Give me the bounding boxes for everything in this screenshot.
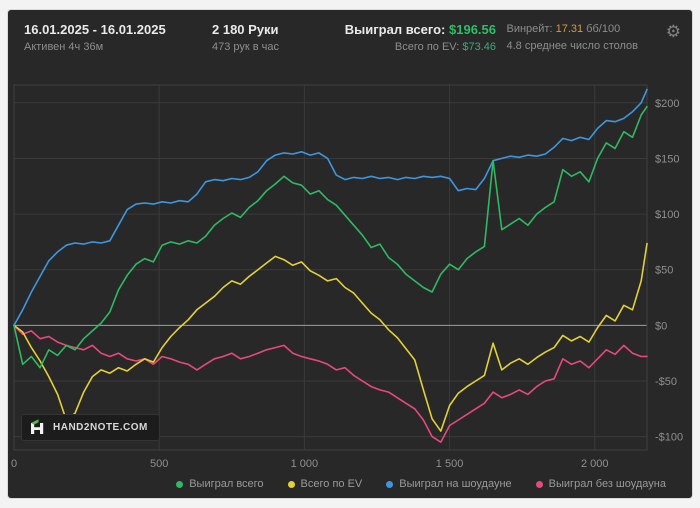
date-range: 16.01.2025 - 16.01.2025	[24, 22, 166, 37]
legend-item-ev[interactable]: Всего по EV	[287, 478, 363, 490]
hand2note-logo-icon	[29, 419, 46, 436]
svg-text:500: 500	[150, 458, 168, 470]
winrate-value: 17.31	[555, 23, 584, 35]
svg-text:-$50: -$50	[655, 376, 677, 388]
total-won-label: Выиграл всего:	[344, 22, 446, 37]
svg-text:$200: $200	[655, 98, 679, 110]
active-time: Активен 4ч 36м	[24, 41, 104, 53]
winrate-label: Винрейт:	[506, 23, 553, 35]
avg-tables: 4.8 среднее число столов	[506, 40, 638, 52]
svg-text:0: 0	[11, 458, 17, 470]
hands-count: 2 180 Руки	[212, 22, 279, 37]
ev-value: $73.46	[462, 41, 496, 53]
session-header: 16.01.2025 - 16.01.2025 Активен 4ч 36м 2…	[8, 10, 692, 74]
ev-label: Всего по EV:	[394, 41, 460, 53]
hand2note-logo: HAND2NOTE.COM	[21, 414, 160, 441]
total-won-value: $196.56	[449, 22, 496, 37]
svg-text:$150: $150	[655, 153, 679, 165]
chart-canvas: 0 500 1 000 1 500 2 000 $200 $150 $100 $50 $0 -$50…	[11, 84, 683, 470]
legend-label: Выиграл всего	[189, 478, 264, 490]
winrate-unit: бб/100	[586, 23, 621, 35]
svg-text:$50: $50	[655, 265, 673, 277]
winnings-block: Выиграл всего: $196.56 Всего по EV: $73.…	[340, 23, 496, 74]
chart-legend: Выиграл всего Всего по EV Выиграл на шоу…	[176, 478, 666, 490]
hands-per-hour: 473 рук в час	[212, 41, 280, 53]
legend-dot-pink-icon	[535, 480, 543, 488]
legend-dot-blue-icon	[386, 480, 394, 488]
svg-text:1 500: 1 500	[436, 458, 464, 470]
legend-dot-green-icon	[176, 480, 184, 488]
legend-item-showdown[interactable]: Выиграл на шоудауне	[386, 478, 512, 490]
legend-label: Выиграл на шоудауне	[399, 478, 512, 490]
legend-item-total-won[interactable]: Выиграл всего	[176, 478, 264, 490]
legend-label: Выиграл без шоудауна	[548, 478, 666, 490]
legend-label: Всего по EV	[300, 478, 363, 490]
hand2note-logo-text: HAND2NOTE.COM	[53, 422, 148, 433]
date-block: 16.01.2025 - 16.01.2025 Активен 4ч 36м	[24, 23, 212, 74]
legend-item-non-showdown[interactable]: Выиграл без шоудауна	[535, 478, 666, 490]
legend-dot-yellow-icon	[287, 480, 295, 488]
svg-text:$100: $100	[655, 209, 679, 221]
session-stats-window: 16.01.2025 - 16.01.2025 Активен 4ч 36м 2…	[8, 10, 692, 498]
hands-block: 2 180 Руки 473 рук в час	[212, 23, 340, 74]
svg-text:1 000: 1 000	[291, 458, 319, 470]
svg-text:$0: $0	[655, 320, 667, 332]
winrate-block: Винрейт: 17.31 бб/100 4.8 среднее число …	[506, 23, 638, 74]
svg-text:2 000: 2 000	[581, 458, 609, 470]
settings-gear-icon[interactable]: ⚙	[665, 22, 681, 41]
svg-text:-$100: -$100	[655, 432, 683, 444]
